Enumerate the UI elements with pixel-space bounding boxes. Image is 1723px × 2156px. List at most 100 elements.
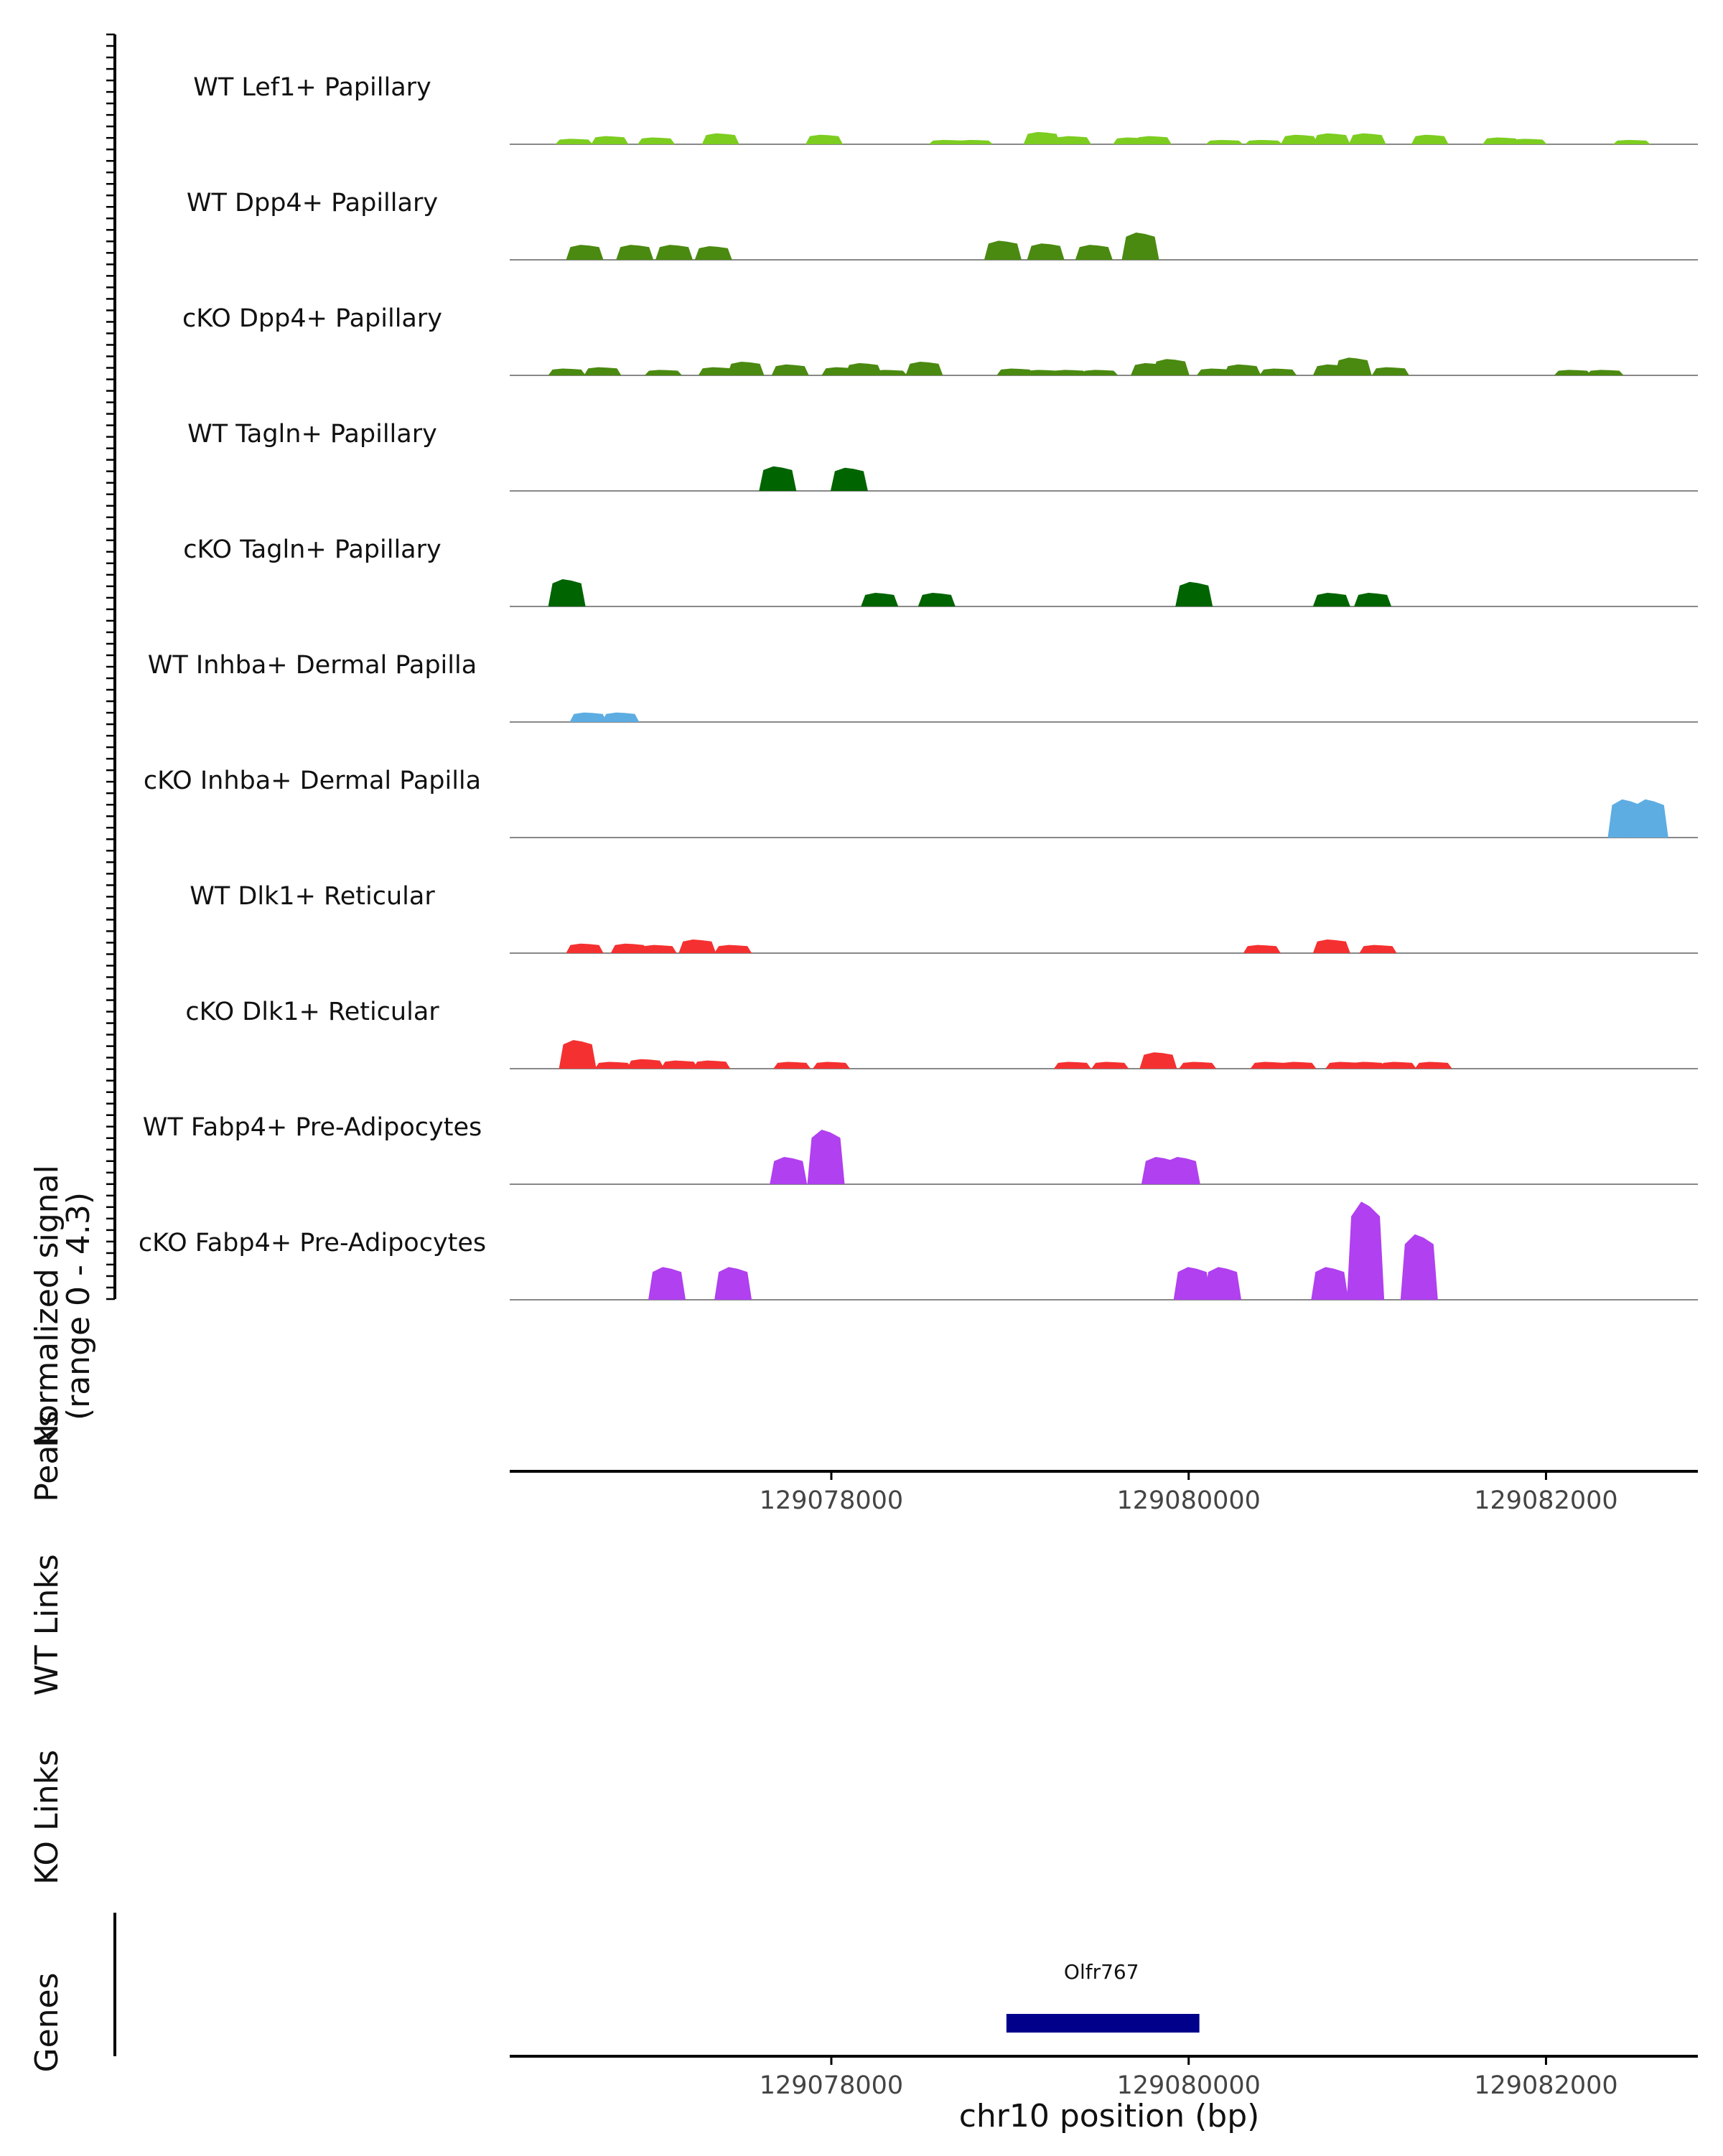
y-axis-range-label: (range 0 - 4.3) <box>60 1192 97 1420</box>
coverage-peak <box>813 1061 850 1069</box>
track-label: cKO Inhba+ Dermal Papilla <box>144 767 481 795</box>
coverage-peak <box>1152 359 1190 375</box>
coverage-peak <box>1023 131 1061 144</box>
x-tick-label: 129078000 <box>760 2071 903 2100</box>
coverage-peak <box>1027 243 1065 260</box>
coverage-peak <box>701 133 739 144</box>
coverage-peak <box>1359 945 1397 953</box>
left-axis <box>106 33 116 1300</box>
coverage-peak <box>694 246 732 260</box>
coverage-peak <box>771 364 809 375</box>
y-axis-label: Normalized signal <box>29 1165 65 1448</box>
coverage-peak <box>660 1060 699 1069</box>
coverage-peak <box>566 245 604 260</box>
coverage-peak <box>638 137 676 144</box>
coverage-peak <box>627 1059 665 1069</box>
x-axis-title: chr10 position (bp) <box>959 2098 1260 2134</box>
coverage-peak <box>602 712 640 722</box>
coverage-peak <box>1312 133 1350 144</box>
x-tick-label: 129082000 <box>1474 2071 1617 2100</box>
peaks-x-axis: 129078000 129080000 129082000 <box>510 1470 1698 1515</box>
coverage-peak <box>996 368 1035 375</box>
coverage-peak <box>639 945 677 953</box>
coverage-peak <box>693 1060 731 1069</box>
coverage-peak <box>1175 581 1213 606</box>
coverage-peak <box>1509 139 1547 144</box>
coverage-peak <box>1259 368 1297 375</box>
coverage-peak <box>807 1130 845 1184</box>
coverage-peak <box>1281 134 1318 144</box>
coverage-peak <box>1312 593 1350 606</box>
coverage-peak <box>1205 140 1243 144</box>
coverage-peak <box>1223 364 1261 375</box>
coverage-peak <box>1354 593 1392 606</box>
gene-label: Olfr767 <box>1064 1960 1139 1984</box>
coverage-peak <box>869 370 907 375</box>
coverage-peak <box>1245 140 1283 144</box>
coverage-peak <box>1023 370 1061 375</box>
coverage-peak <box>984 240 1022 260</box>
coverage-peak <box>830 467 868 491</box>
coverage-peak <box>1554 370 1592 375</box>
coverage-peak <box>1347 1201 1385 1300</box>
track-wt-fabp4-pre-adipocytes: WT Fabp4+ Pre-Adipocytes <box>143 1113 1698 1185</box>
coverage-peak <box>548 579 586 606</box>
coverage-peak <box>616 245 654 260</box>
ko-links-section-label: KO Links <box>29 1750 65 1885</box>
track-label: WT Dpp4+ Papillary <box>187 189 438 217</box>
coverage-peak <box>594 1061 632 1069</box>
wt-links-section-label: WT Links <box>29 1554 65 1695</box>
genes-track: Olfr767 <box>113 1913 1200 2056</box>
track-label: WT Inhba+ Dermal Papilla <box>148 651 477 680</box>
x-tick-label: 129082000 <box>1474 1486 1617 1515</box>
coverage-peak <box>1482 137 1521 144</box>
coverage-peak <box>591 136 629 144</box>
track-wt-tagln-papillary: WT Tagln+ Papillary <box>187 420 1698 492</box>
gene-body <box>1006 2014 1200 2033</box>
coverage-peak <box>678 939 716 953</box>
x-tick-label: 129080000 <box>1117 1486 1261 1515</box>
coverage-peak <box>1053 1061 1091 1069</box>
coverage-peak <box>548 368 586 375</box>
coverage-peak <box>1414 1061 1452 1069</box>
track-wt-dlk1-reticular: WT Dlk1+ Reticular <box>190 882 1698 954</box>
track-label: cKO Fabp4+ Pre-Adipocytes <box>139 1229 486 1257</box>
track-wt-dpp4-papillary: WT Dpp4+ Papillary <box>187 189 1698 261</box>
track-cko-tagln-papillary: cKO Tagln+ Papillary <box>183 535 1698 607</box>
coverage-peak <box>1091 1061 1129 1069</box>
coverage-peak <box>1400 1234 1438 1300</box>
coverage-peak <box>1586 370 1624 375</box>
coverage-peak <box>1162 1157 1200 1184</box>
coverage-peak <box>1050 370 1088 375</box>
coverage-peak <box>559 1040 597 1069</box>
coverage-peak <box>1179 1061 1217 1069</box>
coverage-peak <box>1243 945 1281 953</box>
track-label: cKO Dpp4+ Papillary <box>182 304 442 333</box>
x-tick-label: 129080000 <box>1117 2071 1261 2100</box>
genes-section-label: Genes <box>29 1972 65 2072</box>
coverage-peak <box>917 593 956 606</box>
coverage-peak <box>1630 799 1668 838</box>
track-label: WT Dlk1+ Reticular <box>190 882 435 911</box>
track-wt-inhba-dermal-papilla: WT Inhba+ Dermal Papilla <box>148 651 1698 723</box>
genes-x-axis: 129078000 129080000 129082000 <box>510 2055 1698 2100</box>
track-label: WT Fabp4+ Pre-Adipocytes <box>143 1113 482 1142</box>
track-label: WT Lef1+ Papillary <box>193 73 431 102</box>
track-cko-dlk1-reticular: cKO Dlk1+ Reticular <box>185 998 1698 1069</box>
coverage-peak <box>1311 1267 1349 1300</box>
coverage-peak <box>1053 136 1091 144</box>
coverage-peak <box>1134 136 1172 144</box>
coverage-peak <box>569 712 607 722</box>
coverage-peak <box>1348 1061 1386 1069</box>
coverage-peak <box>1139 1052 1177 1069</box>
track-cko-inhba-dermal-papilla: cKO Inhba+ Dermal Papilla <box>144 767 1698 838</box>
track-label: cKO Tagln+ Papillary <box>183 535 442 564</box>
peaks-section-label: Peaks <box>29 1410 65 1501</box>
coverage-peak <box>584 367 622 375</box>
coverage-peak <box>773 1061 811 1069</box>
coverage-peak <box>566 943 604 953</box>
coverage-peak <box>861 593 899 606</box>
coverage-peak <box>770 1157 808 1184</box>
